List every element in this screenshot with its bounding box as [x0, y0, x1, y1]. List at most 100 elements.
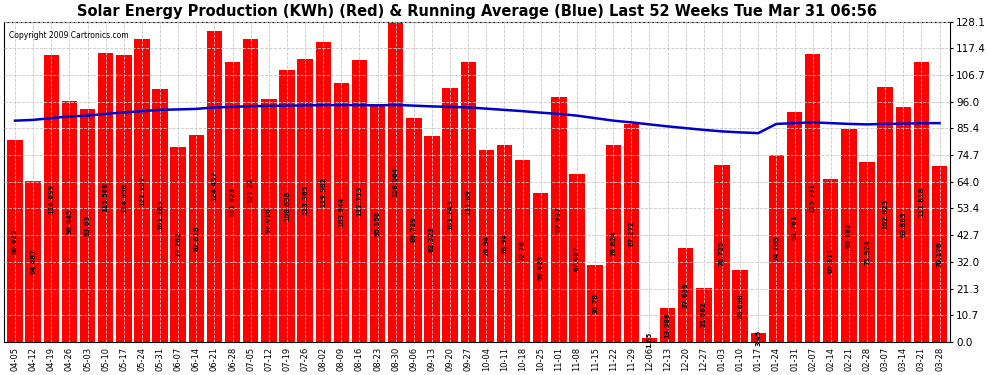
Bar	[750, 333, 766, 342]
Bar	[932, 166, 947, 342]
Text: 91.761: 91.761	[792, 214, 798, 240]
Bar	[26, 181, 41, 342]
Text: 97.016: 97.016	[266, 208, 272, 233]
Bar	[805, 54, 821, 342]
Text: 72.76: 72.76	[520, 240, 526, 261]
Text: 101.183: 101.183	[157, 200, 163, 231]
Text: 112.713: 112.713	[356, 186, 362, 216]
Text: 119.982: 119.982	[320, 177, 326, 207]
Text: 76.94: 76.94	[483, 235, 489, 256]
Bar	[569, 174, 585, 342]
Text: 21.682: 21.682	[701, 302, 707, 327]
Bar	[515, 160, 531, 342]
Bar	[135, 39, 149, 342]
Bar	[768, 155, 784, 342]
Bar	[678, 248, 693, 342]
Text: 102.023: 102.023	[882, 199, 888, 230]
Text: 59.625: 59.625	[538, 255, 544, 280]
Bar	[896, 107, 911, 342]
Text: 65.111: 65.111	[828, 248, 834, 273]
Bar	[733, 270, 747, 342]
Text: 124.457: 124.457	[212, 171, 218, 201]
Text: 70.178: 70.178	[937, 241, 942, 267]
Bar	[152, 89, 167, 342]
Text: 78.94: 78.94	[502, 232, 508, 254]
Text: 93.03: 93.03	[84, 215, 90, 236]
Text: 71.924: 71.924	[864, 239, 870, 265]
Bar	[715, 165, 730, 342]
Text: 115.331: 115.331	[810, 183, 816, 213]
Text: 1.65: 1.65	[646, 332, 652, 348]
Bar	[859, 162, 875, 342]
Bar	[116, 54, 132, 342]
Bar	[80, 110, 95, 342]
Text: 70.725: 70.725	[719, 241, 725, 266]
Bar	[297, 58, 313, 342]
Bar	[316, 42, 331, 342]
Bar	[533, 193, 548, 342]
Text: 77.762: 77.762	[175, 232, 181, 257]
Text: 93.885: 93.885	[900, 212, 906, 237]
Text: 101.743: 101.743	[447, 200, 453, 230]
Text: 78.824: 78.824	[610, 231, 616, 256]
Bar	[660, 308, 675, 342]
Bar	[388, 22, 403, 342]
Text: 121.22: 121.22	[248, 177, 253, 203]
Text: 89.729: 89.729	[411, 217, 417, 243]
Text: 111.89: 111.89	[465, 189, 471, 215]
Text: 37.639: 37.639	[683, 282, 689, 308]
Text: 82.323: 82.323	[429, 226, 435, 252]
Bar	[98, 53, 114, 342]
Bar	[61, 101, 77, 342]
Text: 85.182: 85.182	[845, 223, 851, 248]
Bar	[243, 39, 258, 342]
Bar	[842, 129, 856, 342]
Bar	[443, 88, 457, 342]
Text: 67.087: 67.087	[574, 245, 580, 271]
Bar	[406, 118, 422, 342]
Text: 111.818: 111.818	[919, 187, 925, 217]
Bar	[606, 145, 621, 342]
Bar	[642, 338, 657, 342]
Bar	[877, 87, 893, 342]
Text: 97.937: 97.937	[555, 207, 562, 232]
Bar	[189, 135, 204, 342]
Text: 30.78: 30.78	[592, 293, 598, 314]
Bar	[696, 288, 712, 342]
Text: 64.487: 64.487	[30, 248, 37, 274]
Text: 103.644: 103.644	[339, 197, 345, 227]
Text: 87.272: 87.272	[629, 220, 635, 246]
Text: 115.568: 115.568	[103, 182, 109, 212]
Bar	[207, 31, 222, 342]
Bar	[460, 62, 476, 342]
Text: 82.818: 82.818	[193, 225, 199, 251]
Bar	[370, 104, 385, 342]
Text: 113.365: 113.365	[302, 185, 308, 215]
Bar	[44, 55, 59, 342]
Text: 13.388: 13.388	[664, 312, 670, 338]
Title: Solar Energy Production (KWh) (Red) & Running Average (Blue) Last 52 Weeks Tue M: Solar Energy Production (KWh) (Red) & Ru…	[77, 4, 877, 19]
Bar	[624, 124, 640, 342]
Text: 95.156: 95.156	[374, 210, 380, 236]
Bar	[261, 99, 276, 342]
Bar	[170, 147, 186, 342]
Text: 3.45: 3.45	[755, 329, 761, 345]
Bar	[334, 83, 349, 342]
Bar	[823, 179, 839, 342]
Text: 128.064: 128.064	[393, 166, 399, 197]
Bar	[225, 62, 241, 342]
Text: 121.107: 121.107	[139, 176, 145, 206]
Bar	[497, 144, 512, 342]
Text: 28.698: 28.698	[738, 293, 743, 319]
Text: 114.958: 114.958	[121, 183, 127, 213]
Bar	[425, 136, 440, 342]
Text: 114.699: 114.699	[49, 183, 54, 214]
Text: Copyright 2009 Cartronics.com: Copyright 2009 Cartronics.com	[9, 32, 129, 40]
Text: 111.823: 111.823	[230, 187, 236, 217]
Text: 74.705: 74.705	[773, 236, 779, 261]
Bar	[551, 97, 566, 342]
Bar	[587, 265, 603, 342]
Text: 96.445: 96.445	[66, 209, 72, 234]
Bar	[914, 62, 929, 342]
Bar	[478, 150, 494, 342]
